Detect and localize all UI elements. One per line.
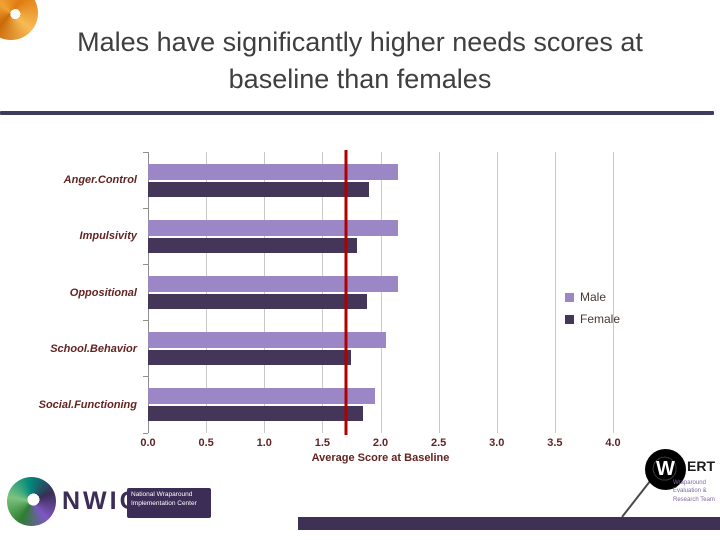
x-tick-label: 2.0 xyxy=(372,437,389,449)
legend-entry-female: Female xyxy=(565,312,620,326)
bar-group xyxy=(148,264,613,320)
chart-plot-area xyxy=(143,150,614,435)
slide-title: Males have significantly higher needs sc… xyxy=(77,27,643,95)
y-tick-mark xyxy=(143,207,148,209)
y-tick-mark xyxy=(143,376,148,378)
chart-category-labels: Anger.Control Impulsivity Oppositional Scho… xyxy=(0,152,143,433)
category-label: Social.Functioning xyxy=(38,398,137,411)
decorative-swirl-icon xyxy=(0,0,38,40)
gridline xyxy=(264,152,266,433)
category-label: Oppositional xyxy=(69,286,137,299)
y-tick-mark xyxy=(143,320,148,322)
gridline xyxy=(496,152,498,433)
x-tick-label: 1.0 xyxy=(256,437,272,449)
bar-male-social-functioning xyxy=(148,388,375,405)
bar-female-anger-control xyxy=(148,181,369,197)
y-axis-line xyxy=(148,152,149,433)
bar-female-social-functioning xyxy=(148,406,364,422)
category-label: Impulsivity xyxy=(79,230,137,243)
chart-legend: Male Female xyxy=(565,290,620,326)
bar-female-impulsivity xyxy=(148,237,358,253)
x-tick-label: 0.5 xyxy=(198,437,214,449)
bar-group xyxy=(148,152,613,208)
gridline xyxy=(380,152,382,433)
nwic-logo-text: NWIC xyxy=(62,487,141,515)
category-label: Anger.Control xyxy=(63,174,137,187)
y-tick-mark xyxy=(143,151,148,153)
gridline xyxy=(322,152,324,433)
chart-x-axis-title: Average Score at Baseline xyxy=(311,452,450,464)
y-tick-mark xyxy=(143,263,148,265)
x-tick-label: 1.5 xyxy=(314,437,331,449)
nwic-logo-icon xyxy=(7,477,56,526)
reference-line xyxy=(344,150,348,435)
gridline xyxy=(206,152,208,433)
bar-male-anger-control xyxy=(148,163,398,180)
wert-logo-ert: ERT xyxy=(687,458,715,474)
x-tick-label: 4.0 xyxy=(605,437,621,449)
nwic-caption: National Wraparound Implementation Cente… xyxy=(127,488,211,518)
x-tick-label: 0.0 xyxy=(140,437,156,449)
category-label: School.Behavior xyxy=(50,342,137,355)
legend-swatch-female xyxy=(565,314,574,324)
bar-group xyxy=(148,321,613,377)
legend-swatch-male xyxy=(565,292,574,302)
gridline xyxy=(613,152,614,433)
bar-male-oppositional xyxy=(148,275,398,292)
legend-entry-male: Male xyxy=(565,290,620,304)
gridline xyxy=(554,152,556,433)
bar-male-impulsivity xyxy=(148,219,398,236)
bar-group xyxy=(148,377,613,433)
bar-female-school-behavior xyxy=(148,350,352,366)
footer-accent-bar xyxy=(298,517,720,530)
x-tick-label: 2.5 xyxy=(430,437,447,449)
legend-label-female: Female xyxy=(580,312,621,326)
legend-label-male: Male xyxy=(580,290,607,304)
title-divider xyxy=(0,111,714,115)
bar-group xyxy=(148,208,613,264)
bar-female-oppositional xyxy=(148,293,367,309)
chart-x-axis-ticks: 0.0 0.5 1.0 1.5 2.0 2.5 3.0 3.5 4.0 xyxy=(140,437,620,451)
wert-logo-icon: W xyxy=(645,449,686,490)
y-tick-mark xyxy=(143,432,148,434)
x-tick-label: 3.5 xyxy=(547,437,563,449)
wert-logo-w: W xyxy=(656,458,675,480)
x-tick-label: 3.0 xyxy=(489,437,505,449)
bar-male-school-behavior xyxy=(148,332,387,349)
wert-caption: Wraparound Evaluation & Research Team xyxy=(673,480,715,503)
gridline xyxy=(438,152,440,433)
